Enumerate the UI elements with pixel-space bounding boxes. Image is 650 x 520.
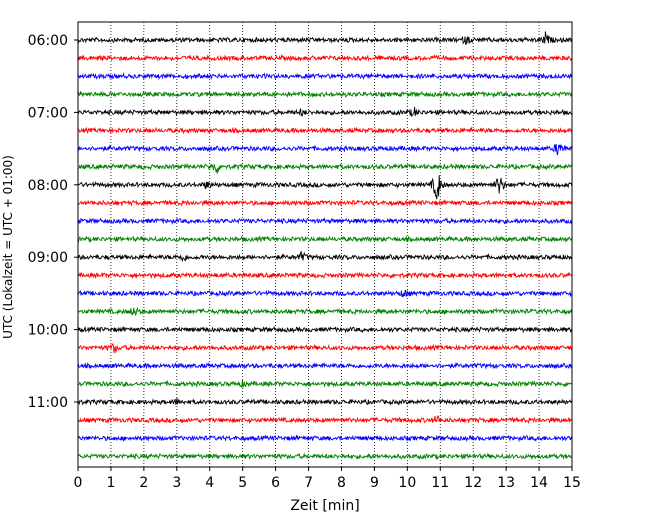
trace-0615 (77, 54, 573, 63)
trace-0700 (77, 106, 573, 117)
trace-0900 (77, 250, 573, 263)
x-tick-label: 4 (205, 475, 214, 491)
x-tick-label: 10 (398, 475, 416, 491)
x-ticks: 0 1 2 3 4 5 6 7 8 9 10 11 12 13 14 15 (74, 467, 581, 491)
x-tick-label: 1 (106, 475, 115, 491)
trace-0945 (77, 306, 573, 316)
trace-1115 (77, 415, 573, 425)
trace-0830 (77, 216, 573, 226)
trace-0800 (77, 175, 573, 200)
x-tick-label: 5 (238, 475, 247, 491)
x-tick-label: 7 (304, 475, 313, 491)
y-tick-label: 07:00 (28, 105, 68, 121)
x-tick-label: 13 (497, 475, 515, 491)
trace-0715 (77, 126, 573, 135)
trace-0645 (77, 90, 573, 99)
y-tick-label: 08:00 (28, 178, 68, 194)
y-tick-label: 10:00 (28, 323, 68, 339)
x-axis-title: Zeit [min] (290, 498, 359, 514)
trace-layer (77, 31, 573, 461)
x-tick-label: 11 (431, 475, 449, 491)
grid-layer (110, 22, 540, 467)
trace-1030 (77, 361, 573, 370)
x-tick-label: 6 (271, 475, 280, 491)
y-axis-title: UTC (Lokalzeit = UTC + 01:00) (1, 155, 15, 339)
y-ticks: 06:00 07:00 08:00 09:00 10:00 11:00 (28, 33, 78, 411)
x-tick-label: 14 (530, 475, 548, 491)
trace-0815 (77, 199, 573, 207)
trace-1015 (77, 343, 573, 354)
x-tick-label: 0 (74, 475, 83, 491)
y-tick-label: 06:00 (28, 33, 68, 49)
x-tick-label: 8 (337, 475, 346, 491)
trace-1045 (77, 379, 573, 388)
plot-frame (77, 21, 573, 468)
trace-1130 (77, 434, 573, 443)
trace-1145 (77, 452, 573, 461)
trace-0845 (77, 235, 573, 243)
trace-0630 (77, 72, 573, 81)
x-tick-label: 15 (563, 475, 581, 491)
trace-0600 (77, 31, 573, 45)
y-tick-label: 09:00 (28, 250, 68, 266)
trace-0930 (77, 289, 573, 299)
trace-0915 (77, 271, 573, 280)
trace-0730 (77, 143, 573, 156)
y-tick-label: 11:00 (28, 395, 68, 411)
x-tick-label: 9 (370, 475, 379, 491)
trace-0745 (77, 162, 573, 174)
x-tick-label: 2 (139, 475, 148, 491)
trace-1000 (77, 325, 573, 334)
x-tick-label: 3 (172, 475, 181, 491)
trace-1100 (77, 397, 573, 406)
x-tick-label: 12 (464, 475, 482, 491)
